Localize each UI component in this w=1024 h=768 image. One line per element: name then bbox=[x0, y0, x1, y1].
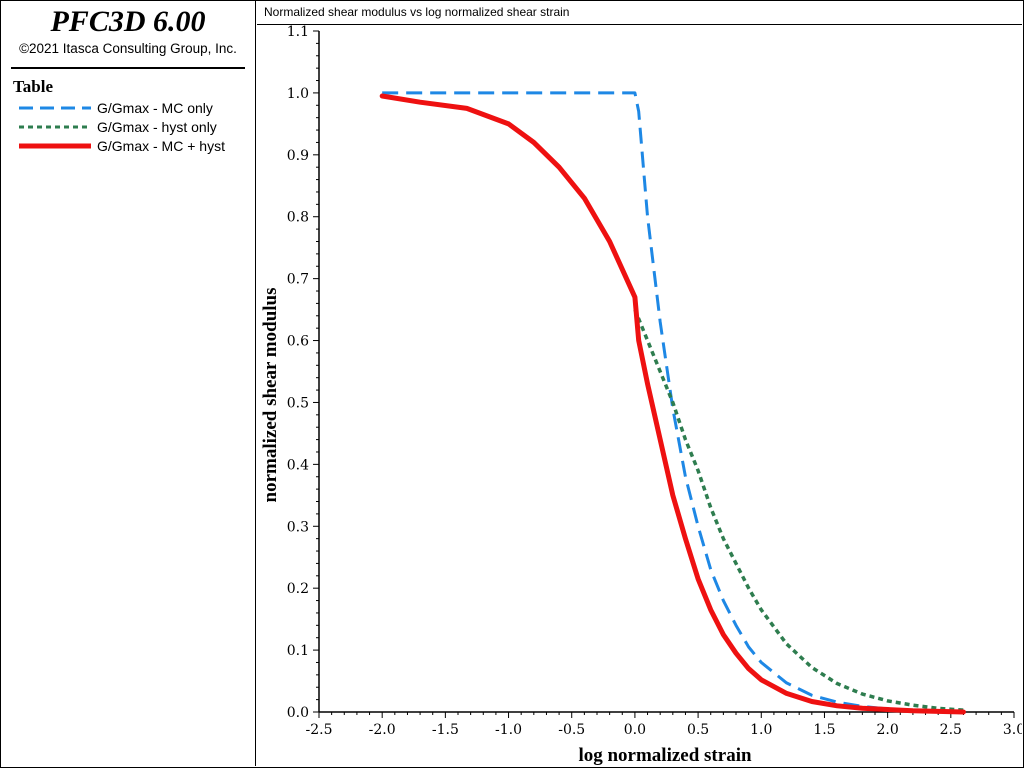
x-tick-label: -0.5 bbox=[558, 722, 585, 738]
x-tick-label: -2.5 bbox=[306, 722, 333, 738]
plot-header: Normalized shear modulus vs log normaliz… bbox=[257, 1, 1022, 25]
plot-title: Normalized shear modulus vs log normaliz… bbox=[264, 5, 570, 19]
legend-item-hyst-only: G/Gmax - hyst only bbox=[17, 118, 253, 136]
x-tick-label: 2.0 bbox=[877, 722, 899, 738]
x-tick-label: -1.5 bbox=[432, 722, 459, 738]
x-tick-label: 0.0 bbox=[624, 722, 646, 738]
y-tick-label: 0.6 bbox=[287, 334, 309, 350]
dashed-line-swatch-icon bbox=[19, 106, 91, 110]
legend-item-mc-only: G/Gmax - MC only bbox=[17, 99, 253, 117]
legend-heading: Table bbox=[13, 77, 54, 96]
copyright-text: ©2021 Itasca Consulting Group, Inc. bbox=[19, 41, 237, 56]
x-tick-label: -1.0 bbox=[495, 722, 522, 738]
y-tick-label: 0.8 bbox=[287, 210, 309, 226]
y-tick-label: 0.0 bbox=[287, 705, 309, 721]
y-tick-label: 0.5 bbox=[287, 395, 309, 411]
legend-label: G/Gmax - hyst only bbox=[97, 119, 217, 135]
legend-item-mc-hyst: G/Gmax - MC + hyst bbox=[17, 137, 253, 155]
x-axis-label: log normalized strain bbox=[578, 745, 752, 766]
x-tick-label: 1.0 bbox=[750, 722, 772, 738]
x-tick-label: 3.0 bbox=[1003, 722, 1022, 738]
legend-label: G/Gmax - MC + hyst bbox=[97, 138, 225, 154]
y-tick-label: 0.4 bbox=[287, 457, 309, 473]
series-line-2 bbox=[633, 308, 964, 712]
y-tick-label: 0.2 bbox=[287, 581, 309, 597]
x-tick-label: 2.5 bbox=[940, 722, 962, 738]
title-divider bbox=[11, 67, 245, 69]
series-line-1 bbox=[382, 91, 964, 713]
legend-panel: PFC3D 6.00 ©2021 Itasca Consulting Group… bbox=[1, 1, 256, 766]
y-axis-label: normalized shear modulus bbox=[260, 287, 281, 502]
legend-label: G/Gmax - MC only bbox=[97, 100, 213, 116]
chart-series bbox=[379, 91, 966, 715]
y-tick-label: 1.1 bbox=[287, 25, 309, 40]
x-tick-label: -2.0 bbox=[369, 722, 396, 738]
series-line-3 bbox=[379, 93, 966, 715]
y-tick-label: 1.0 bbox=[287, 86, 309, 102]
y-tick-label: 0.1 bbox=[287, 643, 309, 659]
y-tick-label: 0.9 bbox=[287, 148, 309, 164]
dotted-line-swatch-icon bbox=[19, 125, 91, 129]
y-tick-label: 0.3 bbox=[287, 519, 309, 535]
app-title: PFC3D 6.00 bbox=[50, 5, 206, 38]
y-tick-label: 0.7 bbox=[287, 272, 309, 288]
line-chart: 0.0 0.1 0.2 0.3 0.4 0.5 0.6 0.7 0.8 0.9 1.0 1.1 -2.5… bbox=[260, 25, 1022, 766]
x-tick-label: 0.5 bbox=[687, 722, 709, 738]
x-tick-label: 1.5 bbox=[813, 722, 835, 738]
chart-axes: 0.0 0.1 0.2 0.3 0.4 0.5 0.6 0.7 0.8 0.9 1.0 1.1 -2.5… bbox=[287, 25, 1022, 738]
solid-line-swatch-icon bbox=[19, 143, 91, 149]
